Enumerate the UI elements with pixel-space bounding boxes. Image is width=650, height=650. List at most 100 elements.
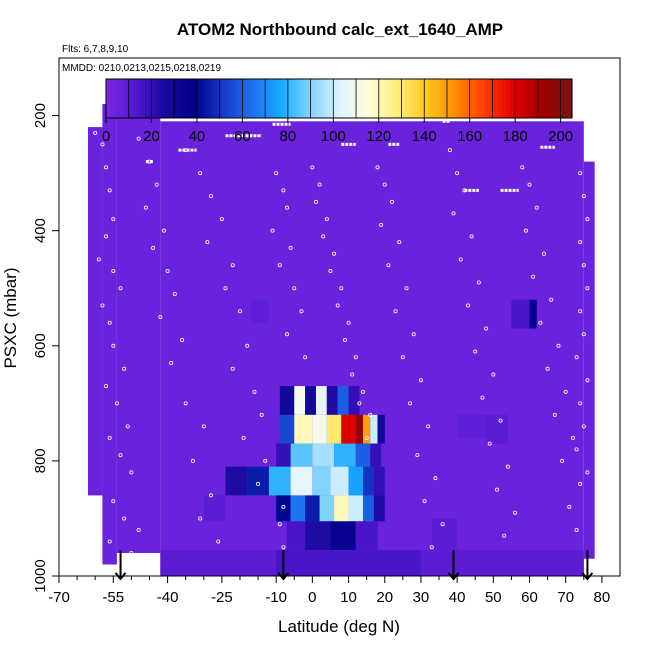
- colorbar-swatch: [401, 79, 406, 118]
- colorbar-swatch: [183, 79, 189, 118]
- colorbar-swatch: [393, 79, 398, 118]
- heatmap-cell: [348, 386, 360, 415]
- sample-marker: [165, 268, 170, 273]
- colorbar-swatch: [125, 79, 130, 118]
- colorbar-swatch: [381, 79, 387, 118]
- colorbar-swatch: [113, 79, 119, 118]
- sample-marker: [324, 217, 329, 222]
- colorbar-tick-label: 100: [321, 128, 346, 145]
- colorbar-swatch: [525, 79, 530, 118]
- sample-marker: [578, 171, 583, 176]
- x-axis: -70 -55 -40 -25 -10 0 10 20 30 40 50 60 70 80: [48, 576, 610, 606]
- colorbar-swatch: [362, 79, 367, 118]
- sample-marker: [581, 194, 586, 199]
- colorbar-swatch: [408, 79, 414, 118]
- colorbar-tick-label: 20: [143, 128, 160, 145]
- colorbar-swatch: [556, 79, 561, 118]
- heatmap-cell: [294, 386, 306, 415]
- sample-marker: [104, 384, 109, 389]
- colorbar-swatch: [276, 79, 282, 118]
- y-axis-label: PSXC (mbar): [1, 267, 20, 368]
- colorbar-swatch: [482, 79, 488, 118]
- colorbar-swatch: [509, 79, 515, 118]
- colorbar-swatch: [238, 79, 243, 118]
- heatmap-cell: [276, 550, 421, 576]
- x-tick-label: 40: [449, 589, 466, 606]
- colorbar-swatch: [187, 79, 193, 118]
- sample-marker: [277, 263, 282, 268]
- colorbar-swatch: [463, 79, 468, 118]
- sample-marker: [364, 435, 369, 440]
- sample-marker: [523, 228, 528, 233]
- y-tick-label: 800: [32, 448, 49, 473]
- sample-marker: [400, 355, 405, 360]
- heatmap-cell: [363, 466, 374, 496]
- sample-marker: [118, 453, 123, 458]
- sample-marker: [313, 199, 318, 204]
- sample-marker: [462, 188, 467, 193]
- colorbar-swatch: [451, 79, 457, 118]
- sample-marker: [281, 504, 286, 509]
- sample-marker: [288, 245, 293, 250]
- sample-marker: [104, 165, 109, 170]
- sample-marker: [429, 545, 434, 550]
- heatmap-cell: [290, 466, 313, 496]
- colorbar-swatch: [521, 79, 526, 118]
- sample-marker: [93, 130, 98, 135]
- sample-marker: [487, 441, 492, 446]
- sample-marker: [107, 188, 112, 193]
- colorbar-swatch: [478, 79, 484, 118]
- colorbar-swatch: [152, 79, 158, 118]
- ground-arrow-head: [581, 572, 594, 581]
- colorbar-tick-label: 200: [548, 128, 573, 145]
- sample-marker: [574, 355, 579, 360]
- sample-marker: [494, 487, 499, 492]
- colorbar-swatch: [148, 79, 154, 118]
- heatmap-cell: [355, 521, 378, 551]
- sample-marker: [527, 182, 532, 187]
- colorbar-swatch: [529, 79, 534, 118]
- sample-marker: [581, 424, 586, 429]
- sample-marker: [158, 314, 163, 319]
- colorbar-swatch: [315, 79, 321, 118]
- colorbar-swatch: [288, 79, 293, 118]
- sample-marker: [455, 171, 460, 176]
- heatmap-cell: [529, 299, 537, 329]
- colorbar-swatch: [548, 79, 554, 118]
- sample-marker: [256, 481, 261, 486]
- heatmap-cell: [355, 443, 371, 467]
- sample-markers: [93, 130, 590, 555]
- colorbar-swatch: [199, 79, 204, 118]
- sample-marker: [505, 464, 510, 469]
- sample-marker: [375, 165, 380, 170]
- colorbar-swatch: [218, 79, 224, 118]
- heatmap-cell: [225, 466, 248, 496]
- x-tick-label: 70: [557, 589, 574, 606]
- colorbar-swatch: [311, 79, 317, 118]
- sample-marker: [111, 217, 116, 222]
- colorbar-swatch: [443, 79, 449, 118]
- sample-marker: [567, 504, 572, 509]
- sample-marker: [205, 240, 210, 245]
- y-tick-label: 400: [32, 218, 49, 243]
- flight-level-tracks: [116, 108, 555, 192]
- x-tick-label: 0: [308, 589, 316, 606]
- heatmap-cell: [326, 386, 338, 415]
- heatmap-cell: [312, 414, 327, 444]
- sample-marker: [458, 257, 463, 262]
- sample-marker: [209, 493, 214, 498]
- sample-marker: [418, 378, 423, 383]
- sample-marker: [107, 539, 112, 544]
- colorbar-swatch: [505, 79, 511, 118]
- colorbar-swatch: [455, 79, 460, 118]
- sample-marker: [578, 240, 583, 245]
- colorbar-swatch: [292, 79, 297, 118]
- colorbar-swatch: [230, 79, 235, 118]
- ground-arrow: [277, 550, 290, 581]
- colorbar-swatch: [537, 79, 542, 118]
- colorbar-swatch: [354, 79, 360, 118]
- sample-marker: [230, 263, 235, 268]
- sample-marker: [549, 297, 554, 302]
- colorbar-swatch: [439, 79, 445, 118]
